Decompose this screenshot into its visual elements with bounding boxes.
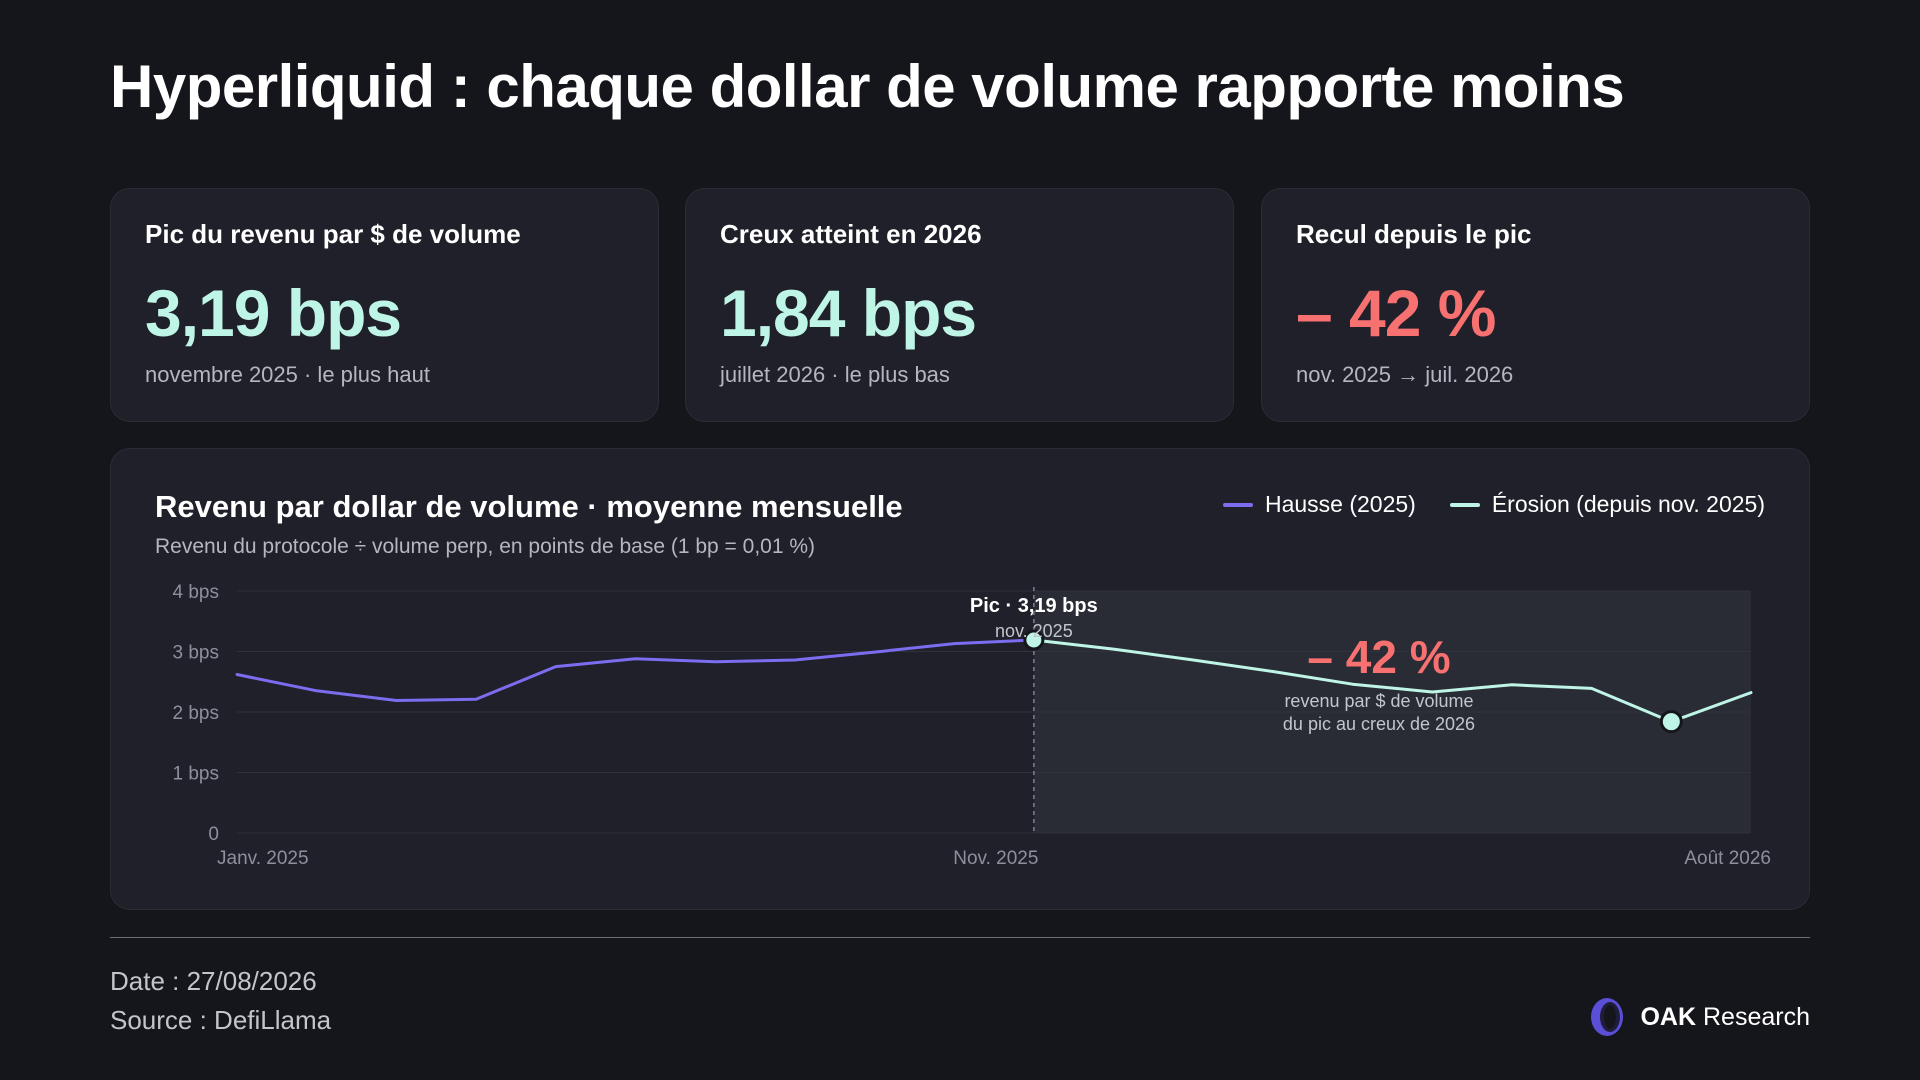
kpi-sub: novembre 2025 · le plus haut [145, 362, 430, 387]
footer-date: Date : 27/08/2026 [110, 966, 317, 996]
footer-divider [110, 937, 1810, 938]
chart-legend: Hausse (2025) Érosion (depuis nov. 2025) [1222, 491, 1765, 518]
drop-caption-line1: revenu par $ de volume [1284, 691, 1473, 711]
brand-rest: Research [1696, 1002, 1810, 1031]
kpi-label: Pic du revenu par $ de volume [145, 219, 521, 249]
series-line-rise [235, 638, 1036, 702]
kpi-value: 3,19 bps [145, 276, 402, 350]
x-tick-label: Août 2026 [1684, 848, 1771, 869]
y-tick-label: 0 [208, 824, 219, 845]
legend-item-rise: Hausse (2025) [1222, 491, 1416, 518]
chart-card: Revenu par dollar de volume · moyenne me… [110, 448, 1810, 910]
drop-caption-line2: du pic au creux de 2026 [1283, 714, 1475, 734]
y-tick-label: 1 bps [173, 764, 219, 785]
kpi-sub: juillet 2026 · le plus bas [720, 362, 950, 387]
x-tick-label: Nov. 2025 [953, 848, 1038, 869]
brand: OAK Research [1588, 996, 1810, 1038]
peak-sublabel: nov. 2025 [995, 621, 1073, 641]
kpi-value: 1,84 bps [720, 276, 977, 350]
footer-source: Source : DefiLlama [110, 1005, 332, 1035]
x-tick-label: Janv. 2025 [217, 848, 309, 869]
kpi-sub: nov. 2025 → juil. 2026 [1296, 362, 1514, 387]
y-tick-label: 4 bps [173, 582, 219, 603]
line-chart: 0 1 bps 2 bps 3 bps 4 bps Janv. 2025 Nov. 2025… [173, 582, 1771, 869]
legend-swatch [1449, 502, 1480, 507]
legend-swatch [1222, 502, 1253, 507]
legend-label: Érosion (depuis nov. 2025) [1491, 491, 1765, 517]
series-line-erosion [1032, 638, 1753, 724]
brand-name: OAK Research [1640, 1003, 1810, 1032]
y-tick-label: 2 bps [173, 703, 219, 724]
kpi-value: – 42 % [1296, 276, 1496, 350]
legend-label: Hausse (2025) [1264, 491, 1416, 517]
y-tick-label: 3 bps [173, 643, 219, 664]
peak-label: Pic · 3,19 bps [970, 595, 1098, 617]
kpi-label: Recul depuis le pic [1296, 219, 1532, 249]
oak-logo-icon [1591, 998, 1624, 1036]
kpi-card-peak: Pic du revenu par $ de volume 3,19 bps n… [110, 188, 659, 422]
drop-value: – 42 % [1307, 631, 1450, 683]
kpi-label: Creux atteint en 2026 [720, 219, 982, 249]
brand-bold: OAK [1640, 1002, 1697, 1031]
legend-item-erosion: Érosion (depuis nov. 2025) [1449, 491, 1765, 518]
chart-subtitle: Revenu du protocole ÷ volume perp, en po… [155, 535, 816, 558]
peak-marker [1023, 629, 1045, 651]
chart-title: Revenu par dollar de volume · moyenne me… [155, 489, 903, 524]
kpi-card-drop: Recul depuis le pic – 42 % nov. 2025 → j… [1261, 188, 1810, 422]
kpi-card-trough: Creux atteint en 2026 1,84 bps juillet 2… [685, 188, 1234, 422]
trough-marker [1659, 710, 1683, 734]
page-title: Hyperliquid : chaque dollar de volume ra… [110, 53, 1625, 120]
